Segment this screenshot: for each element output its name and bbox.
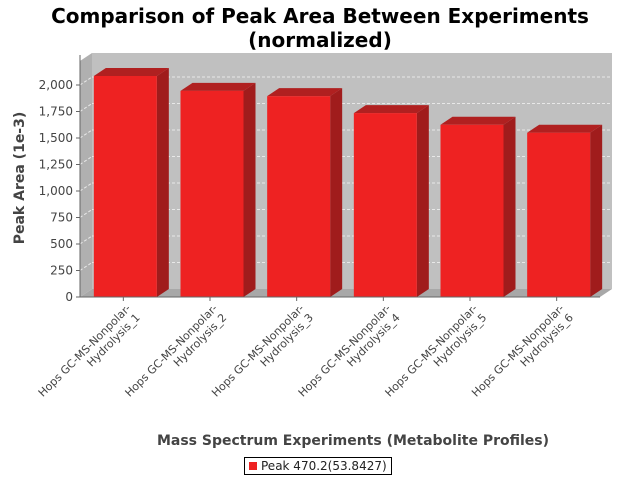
legend: Peak 470.2(53.8427) xyxy=(244,457,392,475)
y-tick-label: 1,250 xyxy=(39,158,73,172)
x-axis-label: Mass Spectrum Experiments (Metabolite Pr… xyxy=(157,433,549,449)
bar-group xyxy=(93,67,169,298)
bar-top xyxy=(440,116,516,125)
gridlines xyxy=(79,76,612,271)
chart-title-line-2: (normalized) xyxy=(248,28,392,52)
bar xyxy=(267,96,331,297)
bars xyxy=(93,67,603,298)
plot-background xyxy=(92,53,612,289)
gridline-side xyxy=(79,103,93,112)
bar xyxy=(353,113,417,297)
gridline-side xyxy=(79,156,93,165)
bar-side xyxy=(590,124,603,297)
bar-top xyxy=(267,88,343,97)
bar-group xyxy=(527,124,603,297)
y-tick-label: 1,750 xyxy=(39,105,73,119)
bar xyxy=(93,75,157,298)
gridline-side xyxy=(79,182,93,192)
bar-group xyxy=(180,82,256,297)
bar-side xyxy=(243,82,256,297)
gridline-side xyxy=(79,76,93,86)
bar xyxy=(527,132,591,297)
y-tick-label: 1,500 xyxy=(39,131,73,145)
y-axis: 0 250 500 750 1,000 1,250 1,500 1,750 2,000 xyxy=(39,55,81,304)
bar-group xyxy=(353,105,429,297)
y-tick-label: 2,000 xyxy=(39,78,73,92)
legend-swatch xyxy=(249,462,257,470)
bar-group xyxy=(440,116,516,297)
bar-top xyxy=(93,67,169,76)
bar-side xyxy=(330,88,343,297)
legend-label: Peak 470.2(53.8427) xyxy=(261,459,387,473)
bar xyxy=(440,124,504,297)
y-tick-label: 1,000 xyxy=(39,184,73,198)
gridline-side xyxy=(79,262,93,271)
chart-title-line-1: Comparison of Peak Area Between Experime… xyxy=(51,4,589,28)
y-tick-label: 750 xyxy=(50,211,73,225)
bar-top xyxy=(527,124,603,133)
gridline-side xyxy=(79,235,93,245)
bar-side xyxy=(416,105,429,297)
gridline-side xyxy=(79,209,93,218)
x-tick-label-line: Hops GC-MS-Nonpolar- xyxy=(36,302,134,400)
chart-title: Comparison of Peak Area Between Experime… xyxy=(0,4,640,52)
bar-side xyxy=(503,116,516,297)
y-tick-label: 500 xyxy=(50,237,73,251)
y-tick-label: 0 xyxy=(65,290,73,304)
bar-side xyxy=(156,67,169,298)
bar-top xyxy=(353,105,429,114)
bar xyxy=(180,90,244,297)
bar-top xyxy=(180,82,256,91)
bar-group xyxy=(267,88,343,297)
gridline-side xyxy=(79,129,93,139)
y-tick-label: 250 xyxy=(50,264,73,278)
y-axis-label: Peak Area (1e-3) xyxy=(12,112,28,245)
plot-side-wall xyxy=(80,53,92,297)
